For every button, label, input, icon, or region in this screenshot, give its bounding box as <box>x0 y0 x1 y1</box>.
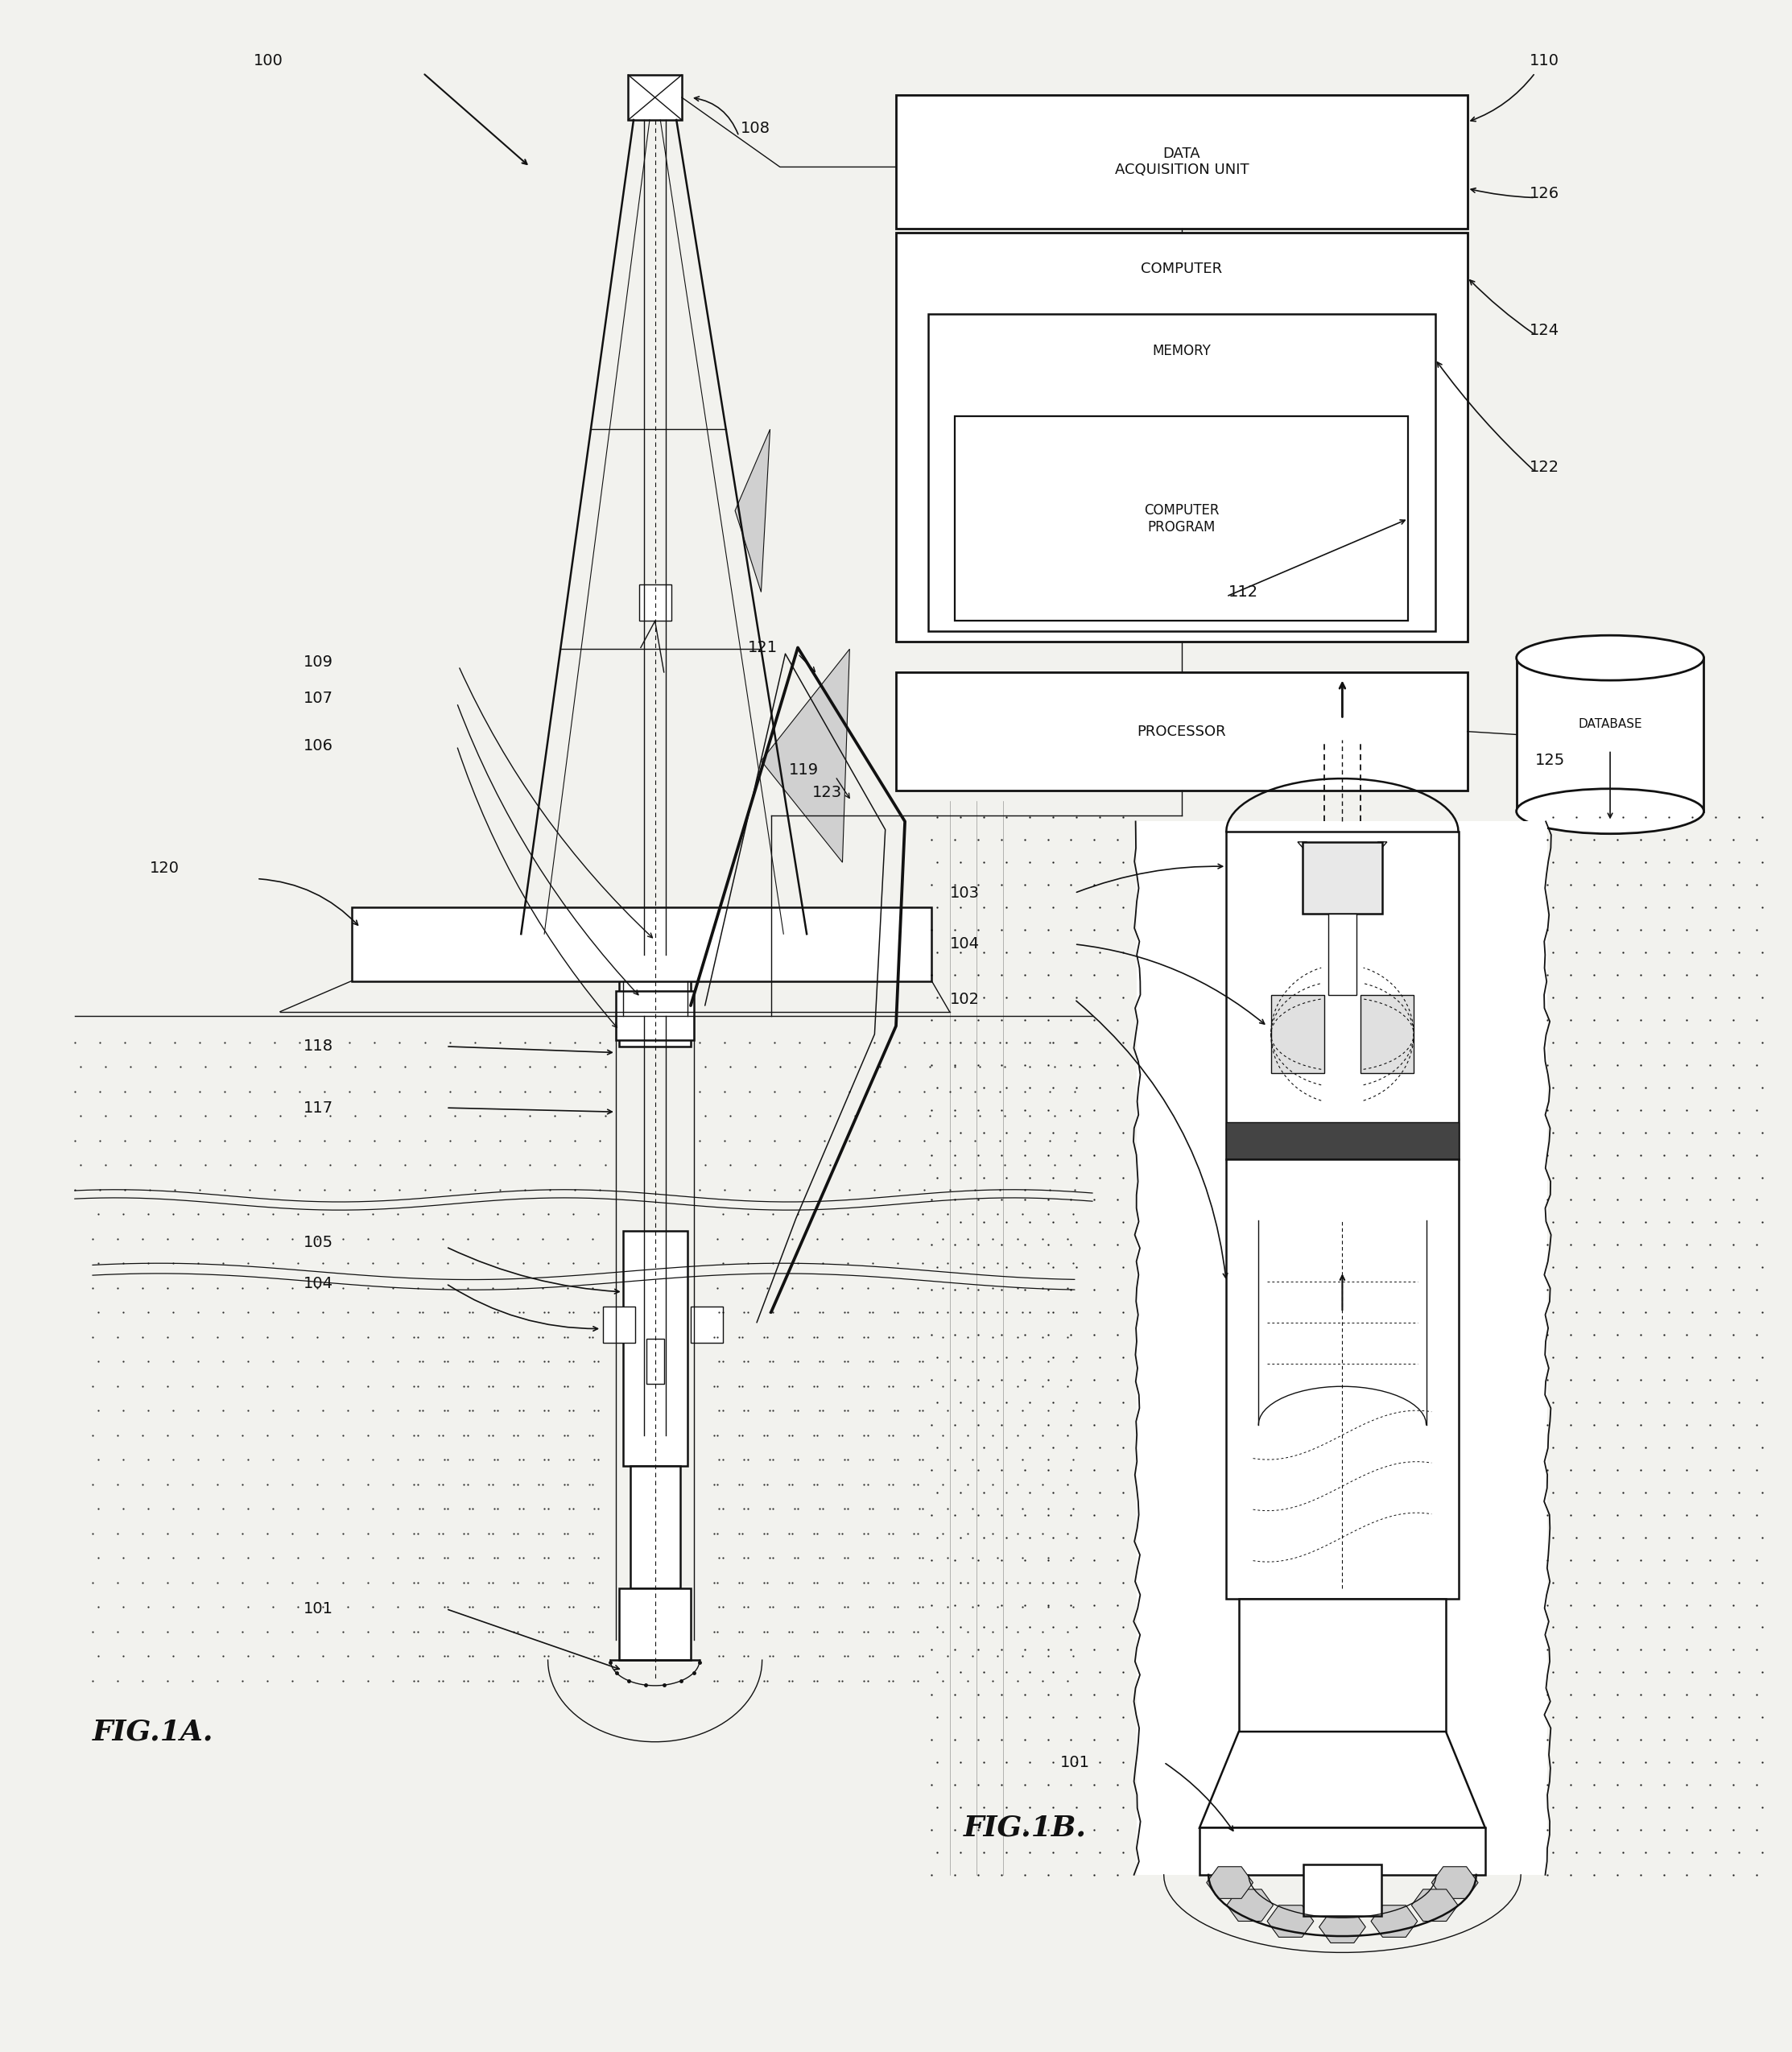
Polygon shape <box>1228 1890 1272 1921</box>
Text: 120: 120 <box>151 862 179 876</box>
Polygon shape <box>1206 1867 1253 1898</box>
Text: 119: 119 <box>788 763 819 778</box>
Polygon shape <box>1432 1867 1478 1898</box>
Text: 101: 101 <box>1061 1754 1090 1771</box>
Polygon shape <box>1319 1910 1366 1943</box>
Polygon shape <box>1412 1890 1459 1921</box>
Text: 121: 121 <box>747 640 778 655</box>
Ellipse shape <box>1516 636 1704 681</box>
Text: 117: 117 <box>303 1100 333 1116</box>
Text: FIG.1A.: FIG.1A. <box>93 1718 213 1746</box>
Bar <box>640 585 670 622</box>
Bar <box>1226 831 1459 1159</box>
Bar <box>616 991 694 1040</box>
Bar <box>1303 1865 1382 1917</box>
Text: DATA
ACQUISITION UNIT: DATA ACQUISITION UNIT <box>1115 146 1249 176</box>
Bar <box>620 1588 690 1660</box>
Text: PROCESSOR: PROCESSOR <box>1138 724 1226 739</box>
Bar <box>631 1465 679 1588</box>
Bar <box>1238 1599 1446 1732</box>
Text: 110: 110 <box>1530 53 1559 68</box>
Text: COMPUTER: COMPUTER <box>1142 263 1222 277</box>
Bar <box>690 1307 722 1342</box>
Bar <box>647 1338 663 1383</box>
Text: 104: 104 <box>303 1276 333 1291</box>
Text: 102: 102 <box>950 991 980 1008</box>
Text: 104: 104 <box>950 936 980 952</box>
Bar <box>620 964 690 1047</box>
Bar <box>1303 841 1382 913</box>
Bar <box>928 314 1435 632</box>
Bar <box>1271 995 1324 1073</box>
Text: 101: 101 <box>303 1601 333 1617</box>
Ellipse shape <box>1516 788 1704 833</box>
Bar <box>1360 995 1414 1073</box>
Bar <box>604 1307 636 1342</box>
Polygon shape <box>1267 1904 1314 1937</box>
Text: 124: 124 <box>1530 322 1559 339</box>
Bar <box>955 417 1409 622</box>
Polygon shape <box>1297 841 1387 893</box>
Text: 109: 109 <box>303 655 333 669</box>
Bar <box>629 76 681 119</box>
Polygon shape <box>762 648 849 862</box>
Polygon shape <box>1371 1904 1417 1937</box>
Text: 125: 125 <box>1536 753 1564 767</box>
Text: 126: 126 <box>1530 187 1559 201</box>
Text: 118: 118 <box>303 1038 333 1055</box>
Text: DATABASE: DATABASE <box>1579 718 1641 731</box>
Bar <box>624 1231 686 1465</box>
Text: COMPUTER
PROGRAM: COMPUTER PROGRAM <box>1143 503 1219 534</box>
Bar <box>1516 659 1704 811</box>
Text: 105: 105 <box>303 1235 333 1250</box>
Bar <box>1226 1159 1459 1599</box>
Text: 103: 103 <box>950 884 980 901</box>
Text: 108: 108 <box>740 121 771 135</box>
Bar <box>896 94 1468 228</box>
Bar <box>1328 913 1357 995</box>
Polygon shape <box>735 429 771 593</box>
Bar <box>351 907 932 981</box>
Text: 106: 106 <box>303 739 333 753</box>
Bar <box>896 232 1468 642</box>
Text: 100: 100 <box>253 53 283 68</box>
Text: 122: 122 <box>1530 460 1559 476</box>
Polygon shape <box>1199 1732 1486 1828</box>
Text: FIG.1B.: FIG.1B. <box>964 1814 1088 1841</box>
Text: MEMORY: MEMORY <box>1152 345 1211 359</box>
Text: 107: 107 <box>303 692 333 706</box>
Bar <box>1226 1122 1459 1159</box>
Bar <box>634 934 676 964</box>
Text: 112: 112 <box>1228 585 1258 599</box>
Bar <box>1136 821 1548 1876</box>
Text: 123: 123 <box>812 786 842 800</box>
Bar <box>1199 1828 1486 1876</box>
Bar <box>896 673 1468 790</box>
